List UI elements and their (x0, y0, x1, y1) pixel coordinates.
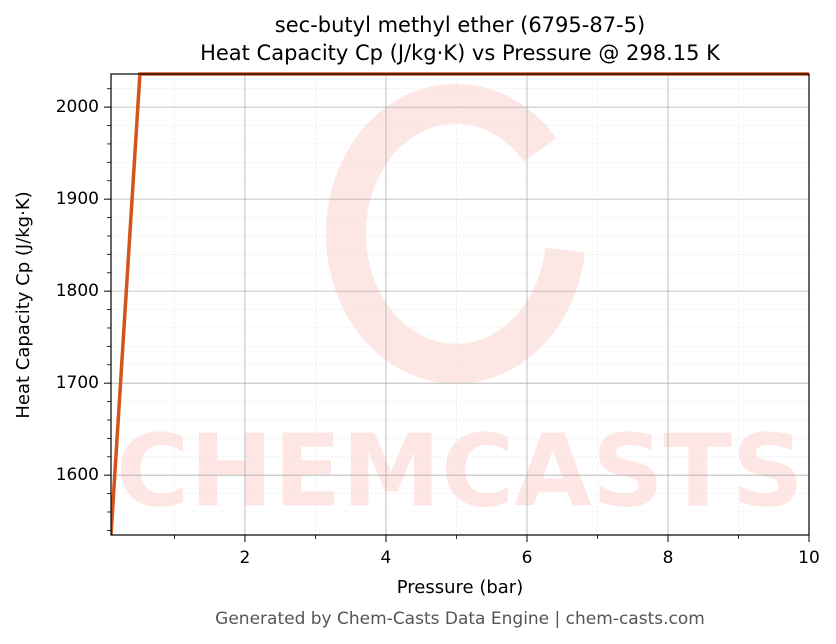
watermark-text: CHEMCASTS (116, 412, 804, 529)
watermark-logo (325, 83, 585, 384)
y-tick-label: 1700 (56, 373, 99, 393)
x-tick-label: 10 (798, 548, 820, 568)
x-tick-label: 6 (522, 548, 533, 568)
y-tick-label: 1800 (56, 281, 99, 301)
y-axis-label: Heat Capacity Cp (J/kg·K) (13, 191, 34, 418)
x-tick-label: 2 (240, 548, 251, 568)
chart-subtitle: Heat Capacity Cp (J/kg·K) vs Pressure @ … (200, 41, 721, 65)
y-tick-label: 1600 (56, 465, 99, 485)
chart-title: sec-butyl methyl ether (6795-87-5) (275, 13, 645, 37)
x-axis-label: Pressure (bar) (397, 577, 523, 598)
x-tick-label: 8 (663, 548, 674, 568)
y-tick-label: 2000 (56, 97, 99, 117)
footer: Generated by Chem-Casts Data Engine | ch… (215, 609, 705, 629)
y-tick-label: 1900 (56, 189, 99, 209)
x-tick-label: 4 (381, 548, 392, 568)
plot-frame (110, 73, 810, 536)
watermark: CHEMCASTS (116, 83, 804, 529)
